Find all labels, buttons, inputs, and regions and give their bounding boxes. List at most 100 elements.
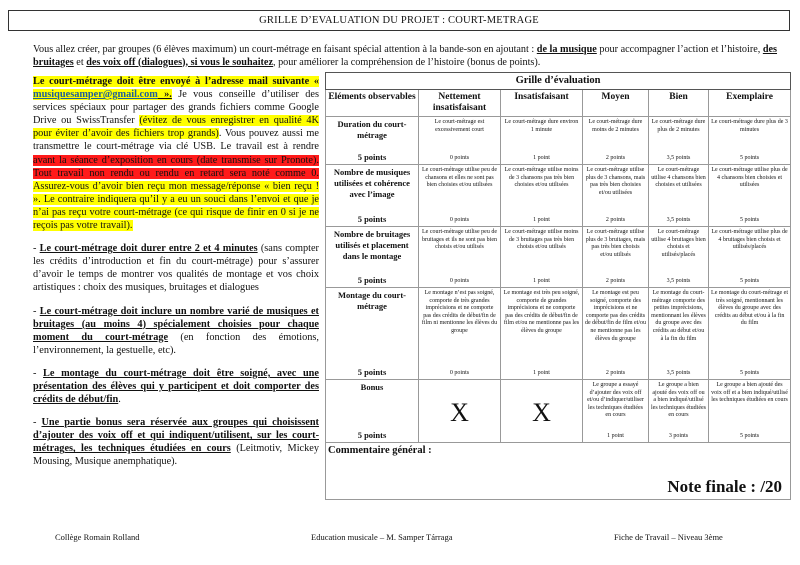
rubric-points: 3,5 points (666, 278, 691, 285)
rule-bold: Une partie bonus sera réservée aux group… (33, 417, 319, 455)
rubric-cell: Le court-métrage utilise 4 chansons bien… (648, 164, 709, 227)
rule-bold: Le court-métrage doit durer entre 2 et 4… (39, 243, 258, 255)
text: . Vous pouvez aussi me transmettre le co… (33, 128, 320, 153)
rubric-cell: Le montage n’est pas soigné, comporte de… (418, 287, 501, 380)
rubric-cell: Le court-métrage est excessivement court… (418, 116, 501, 165)
intro-text: et (73, 56, 87, 68)
rubric-points: 3,5 points (666, 155, 691, 162)
rubric-points: 0 points (449, 217, 470, 224)
rubric-points: 2 points (605, 370, 626, 377)
criterion-label: Bonus (360, 382, 384, 392)
criterion-label: Nombre de bruitages utilisés et placemen… (333, 229, 411, 261)
rubric-cell: Le montage est très peu soigné, comporte… (500, 287, 583, 380)
column-header: Eléments observables (325, 89, 419, 117)
intro-bold: des bruitages (33, 44, 778, 68)
not-applicable-mark: X (532, 398, 551, 427)
rubric-points: 1 point (533, 217, 550, 224)
column-header: Insatisfaisant (500, 89, 583, 117)
final-grade: Note finale : /20 (667, 477, 783, 496)
intro-paragraph: Vous allez créer, par groupes (6 élèves … (33, 44, 790, 69)
rubric-cell: Le montage du court-métrage et très soig… (707, 287, 792, 380)
rubric-cell: Le montage est peu soigné, comporte des … (582, 287, 649, 380)
rubric-cell: Le groupe a bien ajouté des voix off et … (707, 379, 792, 443)
text: - (33, 417, 42, 429)
rubric-points: 2 points (605, 155, 626, 162)
intro-bold: des voix off (dialogues), si vous le sou… (86, 56, 273, 68)
submission-bold: Le court-métrage doit être envoyé à l’ad… (33, 76, 319, 87)
criterion-row: Bonus 5 points X X Le groupe a essayé d’ajou… (325, 379, 792, 443)
rubric-points: 2 points (605, 217, 626, 224)
rubric-description: Le court-métrage utilise peu de bruitage… (422, 229, 497, 251)
highlight-text: Assurez-vous d’avoir bien reçu mon messa… (33, 180, 319, 232)
rubric-description: Le montage est peu soigné, comporte des … (585, 290, 646, 342)
rubric-description: Le court-métrage utilise plus de 4 bruit… (711, 229, 788, 251)
rubric-points: 3,5 points (666, 217, 691, 224)
intro-bold: de la musique (536, 44, 597, 55)
rubric-description: Le court-métrage utilise plus de 3 bruit… (585, 229, 646, 258)
rubric-points: 1 point (607, 433, 624, 440)
criterion: Duration du court-métrage 5 points (325, 116, 419, 165)
column-header: Moyen (582, 89, 649, 117)
text: - (33, 243, 40, 255)
criterion: Montage du court-métrage 5 points (325, 287, 419, 380)
rubric-points: 5 points (739, 155, 760, 162)
rubric-description: Le court-métrage dure environ 1 minute (504, 119, 579, 133)
footer-sheet: Fiche de Travail – Niveau 3ème (614, 532, 723, 542)
text: (en fonction des émotions, l’environneme… (33, 331, 319, 356)
rule-bold: Le montage du court-métrage doit être so… (33, 367, 319, 406)
rubric-description: Le court-métrage est excessivement court (434, 119, 485, 133)
rubric-description: Le groupe a bien ajouté des voix off ou … (651, 382, 706, 419)
rubric-description: Le montage est très peu soigné, comporte… (503, 290, 580, 334)
criterion: Nombre de bruitages utilisés et placemen… (325, 226, 419, 288)
music-rule: - Le court-métrage doit inclure un nombr… (33, 305, 319, 357)
rubric-cell: Le montage du court-métrage comporte des… (648, 287, 709, 380)
rubric-cell: Le court-métrage dure environ 1 minute 1 … (500, 116, 583, 165)
criterion-label: Montage du court-métrage (338, 290, 406, 311)
rubric-cell: Le court-métrage utilise plus de 3 chans… (582, 164, 649, 227)
rubric-cell: Le court-métrage utilise plus de 3 bruit… (582, 226, 649, 288)
criterion-row: Duration du court-métrage 5 points Le cour… (325, 116, 792, 165)
rubric-cell: Le court-métrage utilise moins de 3 chan… (500, 164, 583, 227)
rubric-cell: Le court-métrage utilise plus de 4 bruit… (707, 226, 792, 288)
criterion-label: Duration du court-métrage (337, 119, 407, 140)
rubric-description: Le court-métrage utilise moins de 3 brui… (504, 229, 579, 251)
rule-bold: Le court-métrage doit inclure un nombre … (33, 305, 319, 343)
rubric-cell: Le court-métrage utilise plus de 4 chans… (707, 164, 792, 227)
rubric-points: 3 points (668, 433, 689, 440)
criterion-points: 5 points (357, 214, 387, 224)
grid-caption: Grille d’évaluation (324, 72, 792, 90)
criterion: Bonus 5 points (325, 379, 419, 443)
text: (sans compter les crédits d’introduction… (33, 243, 319, 294)
footer-school: Collège Romain Rolland (55, 532, 140, 542)
rubric-cell: Le court-métrage dure plus de 3 minutes 5… (707, 116, 792, 165)
criterion-points: 5 points (357, 430, 387, 440)
criterion-points: 5 points (357, 152, 387, 162)
rubric-description: Le groupe a essayé d’ajouter des voix of… (587, 382, 644, 419)
rubric-description: Le court-métrage utilise peu de chansons… (422, 167, 497, 189)
comment-label: Commentaire général : (328, 445, 432, 456)
submission-paragraph: Le court-métrage doit être envoyé à l’ad… (33, 75, 319, 232)
rubric-cell: Le court-métrage utilise peu de chansons… (418, 164, 501, 227)
rubric-cell: Le court-métrage dure moins de 2 minutes… (582, 116, 649, 165)
rubric-description: Le court-métrage dure plus de 2 minutes (651, 119, 706, 133)
rubric-points: 1 point (533, 278, 550, 285)
rubric-points: 0 points (449, 370, 470, 377)
rubric-cell: Le groupe a essayé d’ajouter des voix of… (582, 379, 649, 443)
intro-text: Vous allez créer, par groupes (6 élèves … (33, 44, 537, 55)
rubric-cell: X (418, 379, 501, 443)
duration-rule: - Le court-métrage doit durer entre 2 et… (33, 242, 319, 294)
column-header: Exemplaire (707, 89, 792, 117)
criterion: Nombre de musiques utilisées et cohérenc… (325, 164, 419, 227)
not-applicable-mark: X (450, 398, 469, 427)
column-header: Bien (648, 89, 709, 117)
deadline-warning: avant la séance d’exposition en cours (d… (33, 154, 319, 179)
rubric-cell: Le groupe a bien ajouté des voix off ou … (648, 379, 709, 443)
rubric-description: Le court-métrage utilise 4 bruitages bie… (651, 229, 706, 258)
rubric-description: Le groupe a bien ajouté des voix off et … (711, 382, 788, 404)
page-title: GRILLE D’EVALUATION DU PROJET : COURT-ME… (8, 10, 790, 31)
text: . (118, 394, 121, 406)
rubric-points: 2 points (605, 278, 626, 285)
rubric-description: Le court-métrage dure plus de 3 minutes (711, 119, 788, 133)
criterion-row: Nombre de bruitages utilisés et placemen… (325, 226, 792, 288)
email-link[interactable]: musiquesamper@gmail.com (33, 89, 158, 101)
